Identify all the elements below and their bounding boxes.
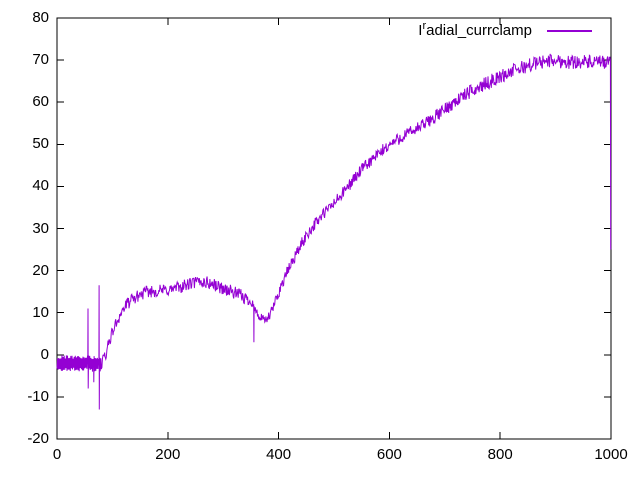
x-tick-label: 800 bbox=[487, 446, 513, 463]
y-tick-label: -10 bbox=[27, 387, 49, 405]
y-tick-label: 20 bbox=[32, 261, 49, 279]
legend-label-rest: adial_currclamp bbox=[426, 22, 532, 39]
y-tick-label: -20 bbox=[27, 430, 49, 447]
legend: Iradial_currclamp bbox=[418, 20, 592, 40]
y-tick-label: 60 bbox=[32, 93, 49, 111]
legend-label-base: I bbox=[418, 22, 423, 39]
y-tick-label: 80 bbox=[32, 9, 49, 26]
x-tick-label: 200 bbox=[155, 446, 181, 463]
y-tick-label: 0 bbox=[40, 345, 49, 363]
legend-line-sample bbox=[547, 30, 592, 32]
y-tick-label: 40 bbox=[32, 177, 49, 195]
y-tick-label: 50 bbox=[32, 135, 49, 153]
legend-label: Iradial_currclamp bbox=[418, 20, 532, 40]
x-tick-label: 400 bbox=[266, 446, 292, 463]
x-tick-label: 1000 bbox=[594, 446, 628, 463]
x-tick-label: 600 bbox=[376, 446, 402, 463]
y-tick-label: 10 bbox=[32, 303, 49, 321]
y-tick-label: 70 bbox=[32, 51, 49, 69]
x-tick-label: 0 bbox=[52, 446, 62, 463]
legend-label-superscript: r bbox=[422, 20, 427, 32]
y-tick-label: 30 bbox=[32, 219, 49, 237]
